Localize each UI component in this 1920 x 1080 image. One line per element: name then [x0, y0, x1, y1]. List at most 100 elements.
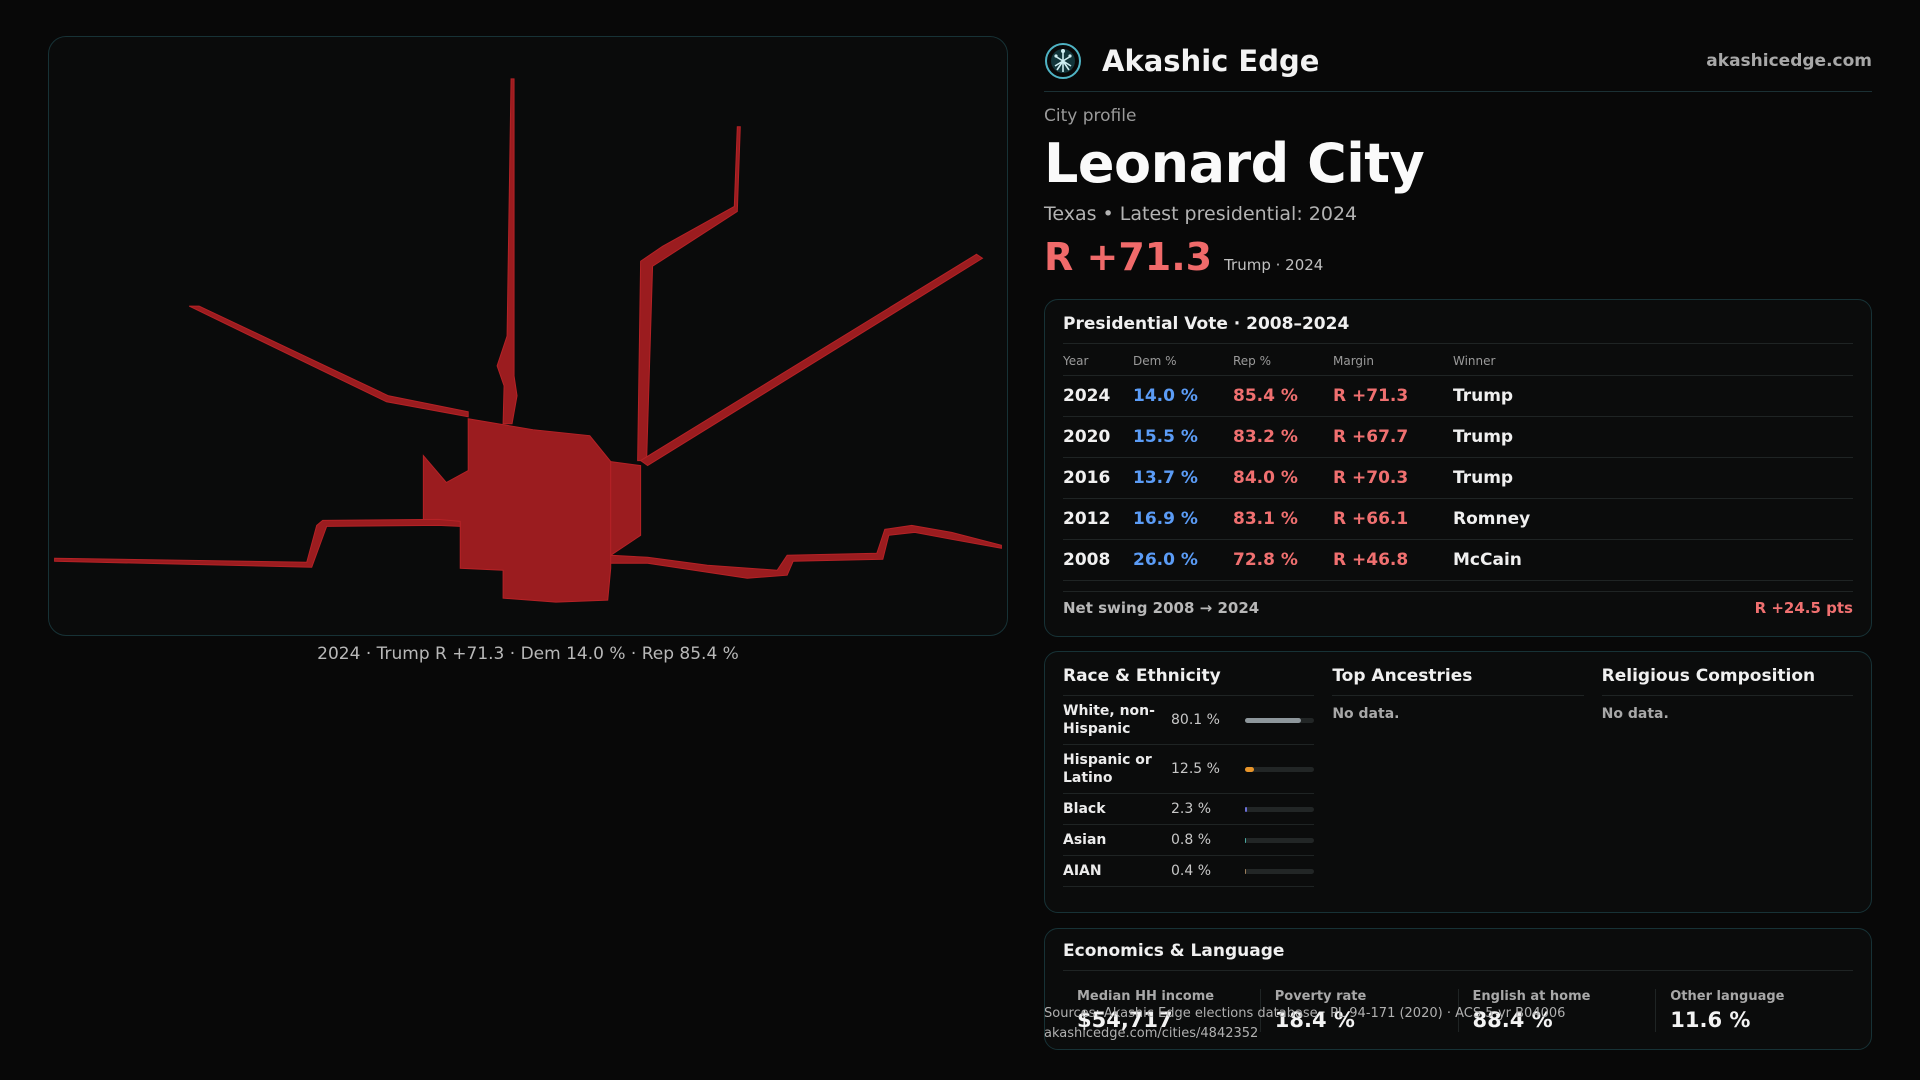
cell-dem: 26.0 %	[1133, 539, 1233, 581]
cell-dem: 13.7 %	[1133, 457, 1233, 499]
religion-empty: No data.	[1601, 706, 1669, 722]
ancestries-empty: No data.	[1332, 706, 1400, 722]
race-pct: 80.1 %	[1171, 712, 1220, 728]
race-pct: 0.4 %	[1171, 863, 1212, 879]
race-bar-track	[1245, 837, 1315, 843]
column-header-winner: Winner	[1453, 348, 1853, 376]
cell-winner: Trump	[1453, 457, 1853, 499]
stat-label: Poverty rate	[1274, 989, 1367, 1004]
cell-winner: McCain	[1453, 539, 1853, 581]
cell-rep: 72.8 %	[1233, 539, 1333, 581]
cell-dem: 14.0 %	[1133, 375, 1233, 417]
ancestries-section: Top Ancestries No data.	[1332, 666, 1584, 898]
ancestries-title: Top Ancestries	[1332, 666, 1584, 696]
presidential-table: Year Dem % Rep % Margin Winner 2024 14.0…	[1063, 348, 1853, 581]
table-row: 2024 14.0 % 85.4 % R +71.3 Trump	[1063, 375, 1853, 417]
race-label: White, non-Hispanic	[1063, 703, 1155, 737]
race-bar-fill	[1245, 806, 1247, 812]
race-bar-track	[1245, 717, 1315, 723]
net-swing-value: R +24.5 pts	[1754, 599, 1853, 617]
city-boundary-map	[54, 78, 1002, 603]
column-header-margin: Margin	[1333, 348, 1453, 376]
race-pct: 2.3 %	[1171, 801, 1212, 817]
presidential-vote-card: Presidential Vote · 2008–2024 Year Dem %…	[1044, 299, 1872, 637]
stat-median-income: Median HH income $54,717	[1063, 989, 1260, 1032]
stat-value: $54,717	[1077, 1008, 1173, 1032]
race-label: Asian	[1063, 832, 1107, 848]
table-row: 2012 16.9 % 83.1 % R +66.1 Romney	[1063, 498, 1853, 540]
cell-rep: 85.4 %	[1233, 375, 1333, 417]
race-bar-fill	[1245, 837, 1246, 843]
cell-dem: 16.9 %	[1133, 498, 1233, 540]
table-header-row: Year Dem % Rep % Margin Winner	[1063, 348, 1853, 376]
cell-dem: 15.5 %	[1133, 416, 1233, 458]
stat-other-language: Other language 11.6 %	[1655, 989, 1853, 1032]
page-kicker: City profile	[1044, 106, 1137, 126]
city-boundary-shape	[54, 78, 1002, 603]
stat-label: Median HH income	[1077, 989, 1215, 1004]
margin-note: Trump · 2024	[1224, 256, 1324, 274]
cell-margin: R +71.3	[1333, 375, 1453, 417]
table-row: 2008 26.0 % 72.8 % R +46.8 McCain	[1063, 539, 1853, 581]
cell-rep: 83.2 %	[1233, 416, 1333, 458]
column-header-dem: Dem %	[1133, 348, 1233, 376]
race-label: Hispanic or Latino	[1063, 752, 1152, 786]
race-row: White, non-Hispanic 80.1 %	[1063, 696, 1315, 745]
brand-url-link[interactable]: akashicedge.com	[1706, 50, 1872, 71]
table-row: 2020 15.5 % 83.2 % R +67.7 Trump	[1063, 416, 1853, 458]
race-bar-track	[1245, 868, 1315, 874]
net-swing-label: Net swing 2008 → 2024	[1063, 599, 1260, 617]
cell-year: 2020	[1063, 416, 1133, 458]
race-label: AIAN	[1063, 863, 1102, 879]
presidential-title: Presidential Vote · 2008–2024	[1063, 314, 1853, 344]
cell-rep: 84.0 %	[1233, 457, 1333, 499]
economics-title: Economics & Language	[1063, 941, 1853, 971]
race-row: AIAN 0.4 %	[1063, 856, 1315, 887]
cell-year: 2008	[1063, 539, 1133, 581]
economics-stats: Median HH income $54,717 Poverty rate 18…	[1063, 989, 1853, 1032]
stat-value: 11.6 %	[1670, 1008, 1751, 1032]
brand-header: Akashic Edge akashicedge.com	[1044, 36, 1872, 92]
race-ethnicity-section: Race & Ethnicity White, non-Hispanic 80.1…	[1063, 666, 1315, 898]
religion-section: Religious Composition No data.	[1601, 666, 1853, 898]
globe-network-icon	[1045, 42, 1081, 79]
cell-margin: R +70.3	[1333, 457, 1453, 499]
stat-value: 88.4 %	[1472, 1008, 1553, 1032]
brand-name: Akashic Edge	[1102, 43, 1320, 78]
cell-year: 2012	[1063, 498, 1133, 540]
column-header-year: Year	[1063, 348, 1133, 376]
source-text: Sources: Akashic Edge elections database…	[1044, 1006, 1566, 1021]
cell-margin: R +67.7	[1333, 416, 1453, 458]
city-subtitle: Texas • Latest presidential: 2024	[1044, 203, 1358, 225]
cell-winner: Romney	[1453, 498, 1853, 540]
stat-poverty-rate: Poverty rate 18.4 %	[1259, 989, 1458, 1032]
page-title: Leonard City	[1044, 132, 1425, 195]
race-row: Black 2.3 %	[1063, 794, 1315, 825]
cell-rep: 83.1 %	[1233, 498, 1333, 540]
map-caption: 2024 · Trump R +71.3 · Dem 14.0 % · Rep …	[317, 644, 739, 664]
source-link[interactable]: akashicedge.com/cities/4842352	[1044, 1026, 1259, 1041]
stat-english-home: English at home 88.4 %	[1457, 989, 1656, 1032]
race-pct: 0.8 %	[1171, 832, 1212, 848]
city-map[interactable]	[48, 36, 1008, 636]
race-ethnicity-title: Race & Ethnicity	[1063, 666, 1315, 696]
race-pct: 12.5 %	[1171, 761, 1220, 777]
cell-winner: Trump	[1453, 416, 1853, 458]
race-bar-fill	[1245, 868, 1246, 874]
cell-year: 2024	[1063, 375, 1133, 417]
race-row: Hispanic or Latino 12.5 %	[1063, 745, 1315, 794]
cell-year: 2016	[1063, 457, 1133, 499]
demographics-card: Race & Ethnicity White, non-Hispanic 80.1…	[1044, 651, 1872, 913]
source-footer: Sources: Akashic Edge elections database…	[1044, 1004, 1565, 1044]
city-profile-panel: Akashic Edge akashicedge.com City profil…	[1044, 36, 1872, 1050]
race-bar-track	[1245, 806, 1315, 812]
cell-margin: R +66.1	[1333, 498, 1453, 540]
stat-value: 18.4 %	[1274, 1008, 1355, 1032]
margin-value: R +71.3	[1044, 235, 1213, 279]
headline-margin: R +71.3 Trump · 2024	[1044, 235, 1872, 279]
race-label: Black	[1063, 801, 1106, 817]
race-bar-fill	[1245, 766, 1254, 772]
race-bar-fill	[1245, 717, 1301, 723]
cell-winner: Trump	[1453, 375, 1853, 417]
column-header-rep: Rep %	[1233, 348, 1333, 376]
